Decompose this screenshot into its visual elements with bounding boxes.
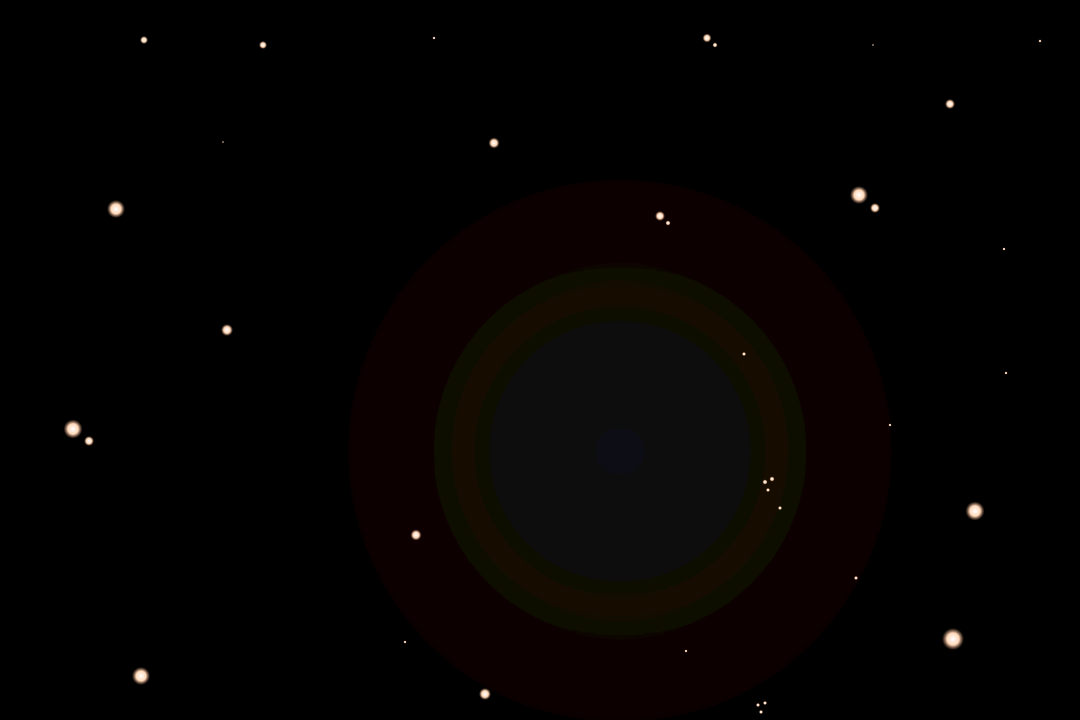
star-field — [63, 33, 1042, 714]
star — [965, 501, 985, 521]
star — [488, 137, 500, 149]
star — [942, 628, 964, 650]
star — [763, 701, 767, 705]
star — [766, 488, 770, 492]
star — [107, 200, 125, 218]
dark-red-glow — [338, 158, 902, 720]
star — [665, 220, 671, 226]
star — [769, 476, 775, 482]
star — [432, 36, 436, 40]
star — [63, 419, 83, 439]
star — [945, 99, 955, 109]
star — [479, 688, 491, 700]
star — [850, 186, 868, 204]
star — [221, 324, 233, 336]
star — [655, 211, 665, 221]
star — [702, 33, 712, 43]
star — [742, 352, 746, 356]
star — [84, 436, 94, 446]
star — [1038, 39, 1042, 43]
star — [870, 203, 880, 213]
star — [872, 44, 874, 46]
star — [762, 479, 768, 485]
star — [132, 667, 150, 685]
star — [684, 649, 688, 653]
star — [756, 703, 760, 707]
star — [1002, 247, 1006, 251]
star — [410, 529, 422, 541]
star — [1004, 371, 1008, 375]
star — [888, 423, 892, 427]
star — [778, 506, 782, 510]
star — [759, 710, 763, 714]
star — [140, 36, 148, 44]
star — [222, 141, 224, 143]
star — [259, 41, 267, 49]
star — [712, 42, 718, 48]
star — [854, 576, 858, 580]
star — [403, 640, 407, 644]
